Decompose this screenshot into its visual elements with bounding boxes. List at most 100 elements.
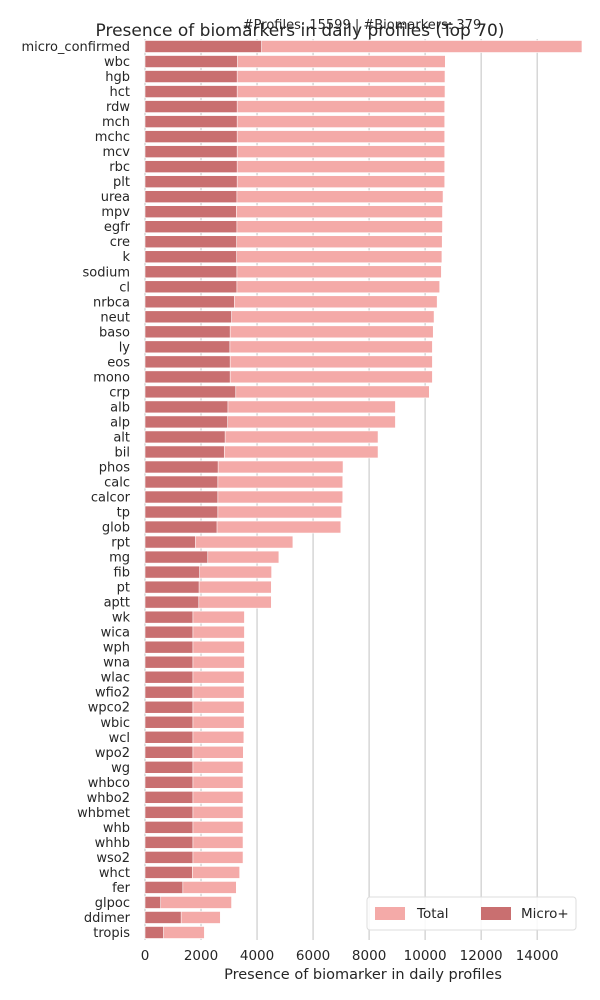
category-label: mono	[93, 370, 130, 385]
bars	[144, 40, 583, 939]
category-label: mch	[102, 115, 130, 130]
bar-micro	[144, 670, 194, 684]
category-label: wna	[103, 656, 130, 671]
bar-micro	[144, 145, 238, 158]
category-label: tp	[117, 506, 130, 521]
category-label: baso	[99, 325, 130, 340]
x-tick-label: 6000	[296, 948, 330, 964]
bar-micro	[144, 460, 219, 474]
bar-micro	[144, 100, 238, 113]
legend-label-total: Total	[416, 906, 449, 922]
category-label: wica	[101, 626, 130, 641]
bar-micro	[144, 445, 225, 459]
category-label: nrbca	[93, 295, 130, 310]
category-label: wbc	[104, 55, 130, 70]
x-tick-label: 2000	[184, 948, 218, 964]
bar-micro	[144, 340, 231, 354]
bar-micro	[144, 280, 238, 294]
category-label: alt	[113, 430, 130, 445]
bar-micro	[144, 475, 219, 489]
category-label: wfio2	[95, 686, 130, 701]
category-label: crp	[109, 385, 130, 400]
category-label: aptt	[104, 596, 130, 611]
bar-micro	[144, 730, 194, 744]
category-label: mpv	[101, 205, 130, 220]
category-label: whct	[99, 866, 130, 881]
bar-micro	[144, 325, 231, 339]
bar-micro	[144, 235, 237, 249]
bar-micro	[144, 295, 235, 309]
category-label: urea	[101, 190, 130, 205]
bar-micro	[144, 160, 238, 173]
x-tick-label: 8000	[352, 948, 386, 964]
category-label: ddimer	[84, 911, 131, 926]
category-label: plt	[113, 175, 130, 190]
bar-micro	[144, 640, 194, 654]
category-label: hgb	[105, 70, 130, 85]
category-label: micro_confirmed	[22, 40, 131, 55]
bar-micro	[144, 881, 184, 894]
category-label: wk	[112, 611, 131, 626]
bar-micro	[144, 685, 194, 699]
bar-micro	[144, 310, 232, 324]
category-label: fer	[112, 881, 131, 896]
x-tick-label: 0	[141, 948, 150, 964]
bar-micro	[144, 866, 193, 879]
legend-swatch-total	[375, 907, 405, 920]
bar-micro	[144, 370, 231, 384]
bar-micro	[144, 535, 196, 549]
x-tick-label: 12000	[460, 948, 503, 964]
bar-micro	[144, 911, 182, 924]
bar-micro	[144, 776, 194, 789]
bar-micro	[144, 55, 238, 68]
category-label: phos	[99, 460, 130, 475]
bar-micro	[144, 580, 200, 594]
bar-micro	[144, 896, 161, 909]
x-tick-label: 10000	[404, 948, 447, 964]
category-label: mcv	[102, 145, 130, 160]
bar-micro	[144, 821, 194, 834]
bar-micro	[144, 715, 194, 729]
bar-micro	[144, 791, 194, 804]
x-tick-label: 4000	[240, 948, 274, 964]
bar-micro	[144, 851, 194, 864]
bar-micro	[144, 40, 262, 53]
bar-micro	[144, 430, 226, 444]
category-label: wpco2	[88, 701, 130, 716]
bar-micro	[144, 130, 238, 143]
bar-micro	[144, 400, 229, 414]
chart-subtitle: #Profiles: 15599 | #Biomarkers: 379	[243, 18, 481, 33]
bar-micro	[144, 625, 194, 639]
x-tick-label: 14000	[516, 948, 559, 964]
bar-micro	[144, 220, 238, 234]
category-label: mchc	[95, 130, 130, 145]
category-label: wph	[103, 641, 130, 656]
bar-micro	[144, 745, 194, 759]
bar-micro	[144, 250, 237, 264]
category-label: whbco	[88, 776, 130, 791]
category-label: ly	[119, 340, 131, 355]
bar-micro	[144, 85, 238, 98]
category-label: rdw	[106, 100, 130, 115]
category-label: mg	[109, 551, 130, 566]
bar-micro	[144, 550, 209, 564]
category-label: rbc	[109, 160, 130, 175]
category-label: wpo2	[95, 746, 130, 761]
category-label: whbmet	[77, 806, 130, 821]
bar-micro	[144, 655, 194, 669]
category-label: sodium	[83, 265, 131, 280]
category-label: bil	[115, 445, 130, 460]
category-label: glpoc	[95, 896, 130, 911]
bar-micro	[144, 70, 238, 83]
grid-lines	[144, 39, 538, 940]
category-label: whhb	[95, 836, 130, 851]
bar-micro	[144, 205, 237, 218]
chart-title: Presence of biomarkers in daily profiles…	[96, 21, 505, 41]
bar-micro	[144, 190, 238, 203]
category-label: eos	[107, 355, 130, 370]
category-label: glob	[102, 521, 130, 536]
bar-micro	[144, 926, 164, 939]
bar-micro	[144, 175, 238, 188]
bar-micro	[144, 806, 194, 819]
